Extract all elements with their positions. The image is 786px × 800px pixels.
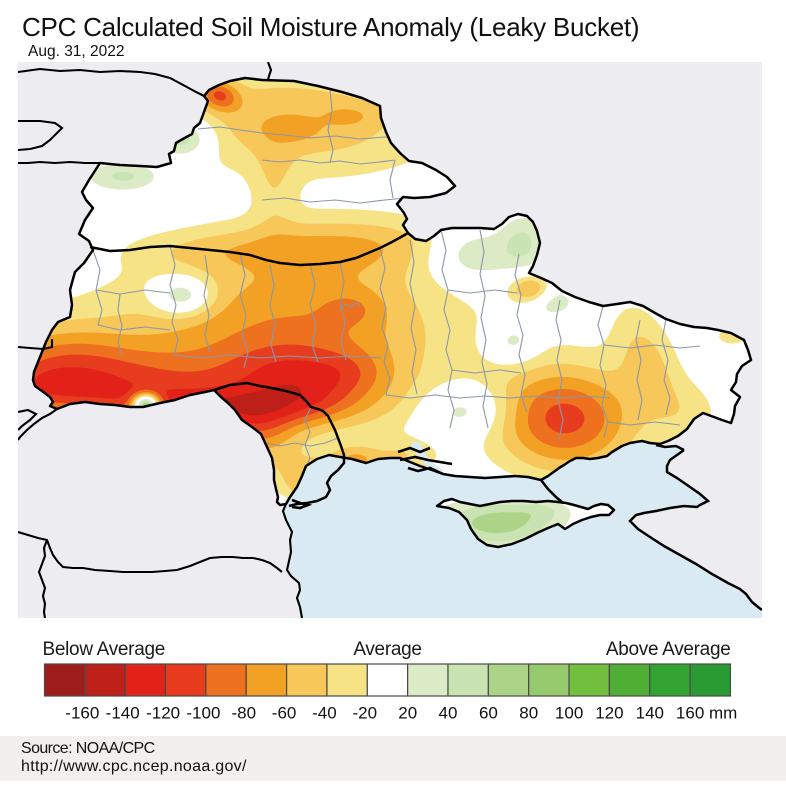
svg-text:160: 160 bbox=[676, 704, 704, 723]
svg-text:-60: -60 bbox=[272, 704, 297, 723]
svg-text:-80: -80 bbox=[232, 704, 257, 723]
svg-text:-160: -160 bbox=[65, 704, 99, 723]
svg-text:120: 120 bbox=[595, 704, 623, 723]
svg-text:-120: -120 bbox=[146, 704, 180, 723]
svg-text:-100: -100 bbox=[186, 704, 220, 723]
svg-text:20: 20 bbox=[398, 704, 417, 723]
svg-text:-40: -40 bbox=[312, 704, 337, 723]
svg-text:100: 100 bbox=[555, 704, 583, 723]
svg-text:Average: Average bbox=[353, 639, 421, 660]
svg-text:Below Average: Below Average bbox=[43, 639, 166, 660]
svg-text:140: 140 bbox=[636, 704, 664, 723]
svg-text:60: 60 bbox=[479, 704, 498, 723]
svg-text:80: 80 bbox=[519, 704, 538, 723]
svg-text:-140: -140 bbox=[106, 704, 140, 723]
svg-text:mm: mm bbox=[709, 704, 737, 723]
svg-text:-20: -20 bbox=[353, 704, 378, 723]
svg-text:Above Average: Above Average bbox=[606, 639, 731, 660]
svg-text:40: 40 bbox=[439, 704, 458, 723]
